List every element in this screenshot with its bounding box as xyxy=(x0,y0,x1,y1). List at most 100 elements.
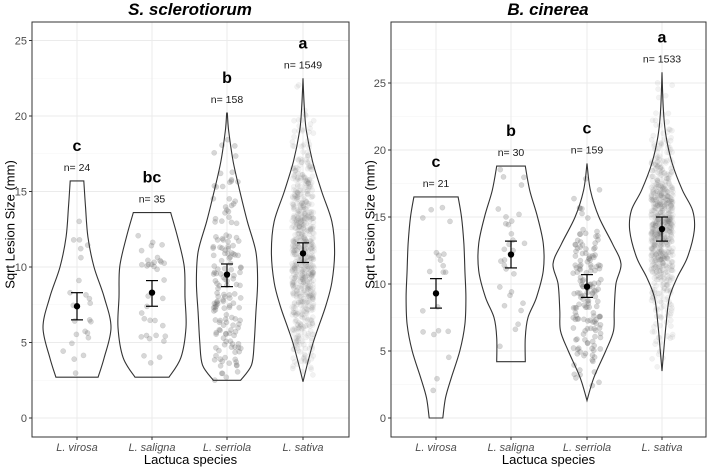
data-point xyxy=(310,215,317,222)
data-point xyxy=(651,264,658,271)
data-point xyxy=(666,220,673,227)
data-point xyxy=(301,226,308,233)
data-point xyxy=(307,292,314,298)
data-point xyxy=(648,222,655,228)
data-point xyxy=(652,229,658,236)
data-point xyxy=(573,312,580,319)
data-point xyxy=(660,185,666,192)
data-point xyxy=(584,298,591,304)
data-point xyxy=(656,201,663,208)
data-point xyxy=(651,242,658,249)
data-point xyxy=(231,272,237,279)
data-point xyxy=(652,220,659,227)
data-point xyxy=(289,200,296,207)
data-point xyxy=(309,291,315,297)
data-point xyxy=(151,259,158,266)
data-point xyxy=(292,243,299,250)
data-point xyxy=(291,284,297,291)
data-point xyxy=(648,192,655,198)
data-point xyxy=(291,203,297,210)
data-point xyxy=(290,223,297,230)
data-point xyxy=(291,219,298,226)
data-point xyxy=(667,252,674,259)
data-point xyxy=(301,216,308,222)
data-point xyxy=(648,194,655,200)
data-point xyxy=(302,274,309,280)
data-point xyxy=(668,273,675,280)
data-point xyxy=(300,276,306,283)
data-point xyxy=(577,231,584,237)
data-point xyxy=(512,326,519,333)
data-point xyxy=(297,200,304,206)
data-point xyxy=(668,323,674,329)
data-point xyxy=(304,316,311,323)
data-point xyxy=(652,183,658,189)
data-point xyxy=(304,310,310,317)
data-point xyxy=(213,344,219,351)
data-point xyxy=(215,285,221,292)
data-point xyxy=(302,302,309,309)
data-point xyxy=(298,358,305,364)
data-point xyxy=(658,183,665,190)
data-point xyxy=(69,340,75,347)
data-point xyxy=(655,195,661,201)
data-point xyxy=(580,331,587,337)
data-point xyxy=(302,197,309,204)
data-point xyxy=(433,249,440,256)
data-point xyxy=(654,169,661,176)
data-point xyxy=(668,214,674,221)
data-point xyxy=(309,262,316,268)
data-point xyxy=(299,311,306,318)
data-point xyxy=(661,262,667,269)
data-point xyxy=(293,221,300,228)
data-point xyxy=(654,290,661,297)
data-point xyxy=(309,272,315,279)
data-point xyxy=(305,185,312,192)
data-point xyxy=(210,271,217,277)
data-point xyxy=(304,272,310,279)
data-point xyxy=(302,175,309,181)
data-point xyxy=(289,279,296,286)
data-point xyxy=(660,194,667,200)
data-point xyxy=(292,335,298,342)
data-point xyxy=(295,324,302,331)
data-point xyxy=(232,315,239,322)
data-point xyxy=(587,325,594,332)
data-point xyxy=(293,251,299,258)
data-point xyxy=(294,207,301,213)
data-point xyxy=(665,242,671,248)
data-point xyxy=(289,327,296,334)
data-point xyxy=(213,352,219,359)
data-point xyxy=(87,300,94,307)
data-point xyxy=(308,265,315,271)
data-point xyxy=(220,297,226,303)
data-point xyxy=(508,230,515,237)
data-point xyxy=(289,326,296,332)
data-point xyxy=(306,298,313,305)
data-point xyxy=(591,354,598,360)
data-point xyxy=(303,156,310,163)
data-point xyxy=(668,307,675,314)
data-point xyxy=(662,285,668,292)
data-point xyxy=(307,323,313,329)
data-point xyxy=(296,220,303,226)
data-point xyxy=(656,196,662,203)
data-point xyxy=(668,264,675,271)
data-point xyxy=(213,329,220,336)
data-point xyxy=(306,322,312,328)
mean-point xyxy=(432,290,440,297)
data-point xyxy=(648,246,655,252)
data-point xyxy=(223,319,230,326)
data-point xyxy=(211,300,218,307)
data-point xyxy=(291,251,298,257)
data-point xyxy=(662,213,669,220)
data-point xyxy=(291,266,298,273)
data-point xyxy=(299,202,306,209)
data-point xyxy=(575,345,582,352)
data-point xyxy=(593,288,599,294)
data-point xyxy=(291,172,297,179)
significance-letter: c xyxy=(432,154,441,171)
x-axis-title: Lactuca species xyxy=(502,452,596,467)
data-point xyxy=(227,338,234,345)
